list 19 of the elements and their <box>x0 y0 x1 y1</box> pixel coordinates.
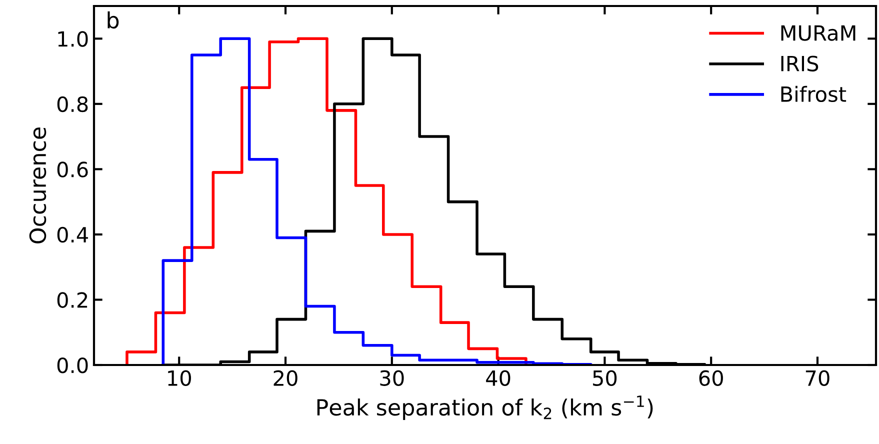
legend-label: Bifrost <box>781 86 846 102</box>
x-tick-label: 60 <box>699 370 723 386</box>
x-tick-label: 40 <box>486 370 510 386</box>
annotation: b <box>108 11 119 29</box>
x-tick-label: 20 <box>274 370 298 386</box>
y-axis-title: Occurence <box>29 128 46 244</box>
x-tick-label: 10 <box>168 370 191 386</box>
y-tick-label: 0.0 <box>57 357 88 374</box>
y-tick-label: 0.8 <box>57 96 88 112</box>
x-tick-label: 50 <box>593 370 617 386</box>
y-tick-label: 0.4 <box>57 226 88 243</box>
y-tick-label: 1.0 <box>58 31 88 47</box>
legend-label: IRIS <box>781 56 818 72</box>
x-tick-label: 30 <box>380 370 404 386</box>
y-tick-label: 0.2 <box>57 292 88 308</box>
x-tick-label: 70 <box>806 370 830 386</box>
y-tick-label: 0.6 <box>57 162 88 178</box>
legend-label: MURaM <box>781 25 856 41</box>
x-axis-title: Peak separation of k$_{2}$ (km s$^{−1}$) <box>317 396 653 420</box>
